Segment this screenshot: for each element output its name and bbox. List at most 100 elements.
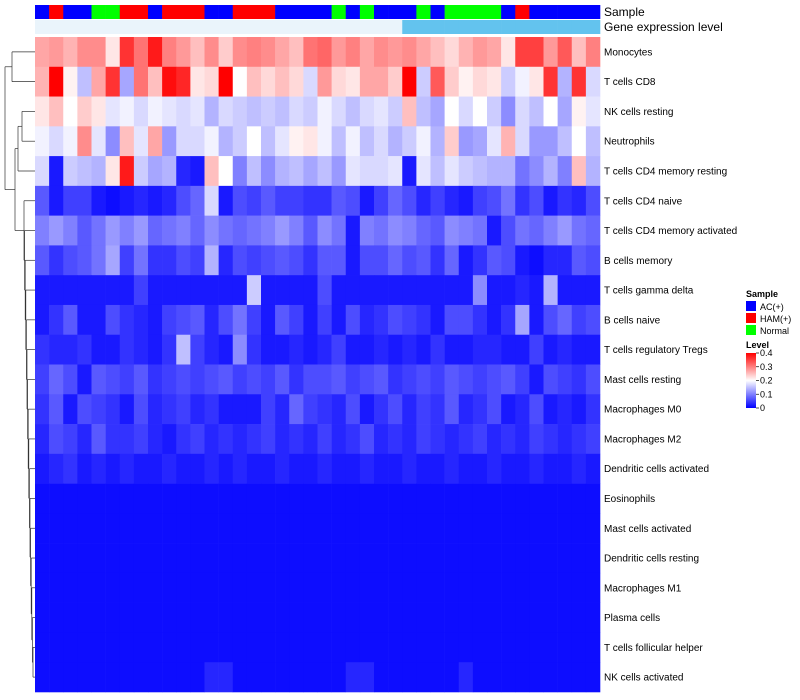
- heatmap-cell: [218, 543, 234, 574]
- heatmap-cell: [515, 304, 530, 336]
- heatmap-cell: [204, 543, 219, 574]
- heatmap-cell: [487, 543, 502, 574]
- heatmap-cell: [63, 304, 78, 336]
- gene-level-annotation-cell: [472, 20, 488, 34]
- heatmap-cell: [444, 156, 460, 187]
- heatmap-cell: [515, 364, 530, 395]
- heatmap-cell: [133, 483, 149, 514]
- heatmap-cell: [246, 662, 262, 693]
- row-label: B cells naive: [604, 315, 661, 326]
- heatmap-cell: [458, 602, 474, 633]
- heatmap-cell: [176, 394, 191, 425]
- heatmap-cell: [246, 185, 262, 216]
- heatmap-cell: [571, 632, 587, 663]
- heatmap-cell: [63, 185, 78, 216]
- heatmap-cell: [585, 453, 601, 484]
- heatmap-cell: [345, 66, 361, 97]
- legend-swatch-ac: [746, 301, 756, 311]
- heatmap-cell: [77, 185, 92, 216]
- heatmap-cell: [345, 394, 361, 425]
- heatmap-cell: [275, 245, 290, 276]
- heatmap-cell: [261, 96, 276, 127]
- heatmap-cell: [162, 543, 177, 574]
- heatmap-cell: [345, 215, 361, 246]
- heatmap-cell: [49, 632, 64, 663]
- heatmap-cell: [543, 185, 558, 216]
- gene-level-annotation-cell: [543, 20, 558, 34]
- heatmap-cell: [388, 543, 403, 574]
- heatmap-cell: [176, 572, 191, 603]
- sample-annotation-cell: [345, 5, 361, 19]
- heatmap-cell: [458, 364, 474, 395]
- heatmap-cell: [35, 37, 50, 68]
- heatmap-cell: [218, 602, 234, 633]
- heatmap-cell: [232, 394, 248, 425]
- heatmap-cell: [204, 334, 219, 365]
- sample-annotation-cell: [162, 5, 177, 19]
- heatmap-cell: [331, 96, 347, 127]
- heatmap-cell: [261, 185, 276, 216]
- sample-annotation-cell: [317, 5, 332, 19]
- heatmap-cell: [303, 304, 318, 336]
- heatmap-cell: [190, 126, 205, 157]
- heatmap-cell: [472, 424, 488, 455]
- heatmap-cell: [543, 334, 558, 365]
- heatmap-cell: [359, 37, 375, 68]
- heatmap-cell: [303, 126, 318, 157]
- heatmap-cell: [458, 453, 474, 484]
- heatmap-cell: [148, 572, 163, 603]
- heatmap-cell: [501, 513, 516, 544]
- heatmap-cell: [289, 334, 304, 365]
- heatmap-cell: [557, 424, 573, 455]
- heatmap-cell: [105, 483, 121, 514]
- heatmap-cell: [148, 394, 163, 425]
- heatmap-cell: [105, 513, 121, 544]
- heatmap-cell: [119, 662, 135, 693]
- heatmap-cell: [444, 424, 460, 455]
- heatmap-cell: [317, 96, 332, 127]
- heatmap-cell: [246, 245, 262, 276]
- heatmap-cell: [345, 156, 361, 187]
- heatmap-cell: [374, 66, 389, 97]
- heatmap-cell: [317, 572, 332, 603]
- heatmap-cell: [416, 394, 431, 425]
- heatmap-cell: [49, 483, 64, 514]
- gene-level-annotation-cell: [458, 20, 474, 34]
- heatmap-cell: [105, 602, 121, 633]
- gene-level-annotation-cell: [162, 20, 177, 34]
- heatmap-cell: [105, 632, 121, 663]
- heatmap-cell: [176, 453, 191, 484]
- heatmap-cell: [246, 602, 262, 633]
- sample-annotation-cell: [444, 5, 460, 19]
- heatmap-cell: [119, 543, 135, 574]
- gene-level-annotation-cell: [571, 20, 587, 34]
- heatmap-cell: [359, 364, 375, 395]
- heatmap-cell: [529, 156, 544, 187]
- heatmap-cell: [317, 245, 332, 276]
- heatmap-cell: [529, 215, 544, 246]
- heatmap-cell: [35, 364, 50, 395]
- row-label: Neutrophils: [604, 137, 655, 148]
- heatmap-cell: [176, 275, 191, 306]
- heatmap-cell: [557, 513, 573, 544]
- heatmap-cell: [430, 394, 445, 425]
- heatmap-cell: [430, 513, 445, 544]
- heatmap-cell: [388, 602, 403, 633]
- heatmap-cell: [105, 126, 121, 157]
- heatmap-cell: [359, 185, 375, 216]
- heatmap-cell: [176, 126, 191, 157]
- heatmap-cell: [585, 632, 601, 663]
- heatmap-cell: [91, 424, 106, 455]
- heatmap-cell: [49, 215, 64, 246]
- heatmap-cell: [105, 304, 121, 336]
- gene-level-annotation-cell: [388, 20, 403, 34]
- row-label: Monocytes: [604, 47, 652, 58]
- heatmap-cell: [430, 424, 445, 455]
- heatmap-cell: [501, 453, 516, 484]
- gene-level-annotation-cell: [345, 20, 361, 34]
- heatmap-cell: [35, 394, 50, 425]
- heatmap-cell: [190, 483, 205, 514]
- heatmap-cell: [487, 66, 502, 97]
- heatmap-cell: [218, 572, 234, 603]
- heatmap-cell: [303, 483, 318, 514]
